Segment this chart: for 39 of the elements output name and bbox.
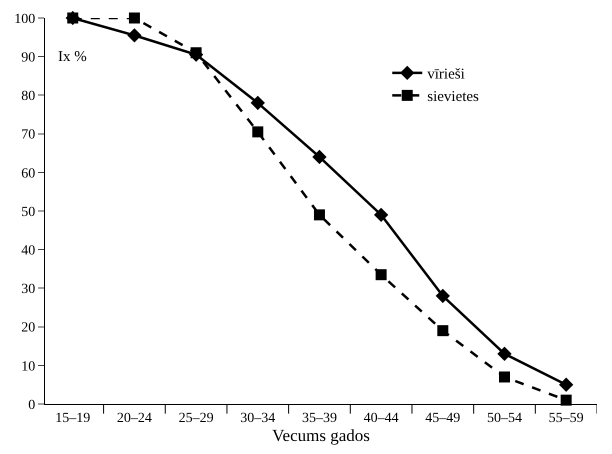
x-tick-label: 20–24 [116, 410, 152, 426]
point [560, 394, 572, 406]
x-tick-label: 15–19 [55, 410, 90, 426]
y-tick-label: 20 [21, 320, 36, 336]
y-tick-label: 90 [21, 50, 36, 66]
point [376, 269, 387, 280]
x-tick-label: 35–39 [302, 410, 337, 426]
y-axis-title: Ix % [58, 49, 87, 65]
point [250, 96, 265, 110]
x-tick-label: 25–29 [178, 410, 214, 426]
y-tick-label: 80 [21, 89, 36, 104]
y-tick-label: 50 [21, 204, 36, 220]
y-tick-label: 0 [28, 398, 36, 413]
y-tick-label: 40 [21, 244, 36, 258]
y-tick-label: 70 [21, 128, 36, 143]
legend-label: sievietes [427, 89, 480, 106]
y-tick-label: 60 [21, 166, 36, 182]
point [312, 150, 327, 164]
y-tick-label: 100 [14, 12, 36, 27]
point [314, 209, 325, 220]
x-tick-label: 40–44 [364, 410, 399, 426]
point [559, 378, 574, 392]
point [190, 47, 202, 58]
point [127, 28, 142, 43]
point [128, 12, 140, 24]
x-tick-label: 50–54 [486, 410, 522, 426]
point [436, 288, 450, 304]
point [497, 346, 512, 361]
y-tick-label: 10 [21, 359, 36, 374]
point [437, 325, 448, 336]
point [374, 208, 388, 222]
x-axis-title: Vecums gados [272, 426, 370, 445]
point [498, 371, 510, 382]
x-tick-label: 45–49 [425, 410, 460, 426]
x-tick-label: 55–59 [548, 410, 584, 426]
y-tick-label: 30 [21, 282, 36, 298]
x-tick-label: 30–34 [240, 410, 276, 426]
point [252, 126, 264, 138]
legend-label: vīrieši [427, 66, 465, 83]
